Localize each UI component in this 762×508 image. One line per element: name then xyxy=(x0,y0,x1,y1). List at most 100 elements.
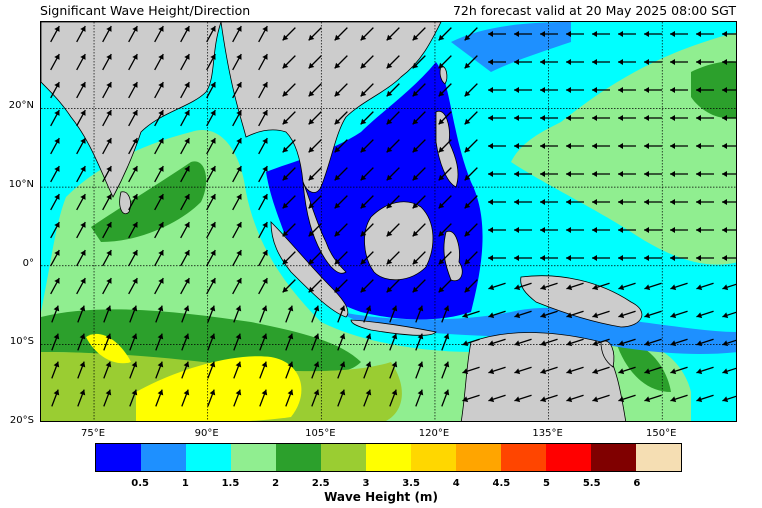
wave-direction-arrow xyxy=(181,305,190,323)
wave-direction-arrow xyxy=(618,366,636,375)
wave-zone-3-5m-a xyxy=(86,333,131,364)
wave-direction-arrow xyxy=(618,227,636,233)
wave-zone-1m-sea xyxy=(341,307,736,354)
wave-direction-arrow xyxy=(696,394,714,403)
wave-direction-arrow xyxy=(644,282,662,291)
wave-direction-arrow xyxy=(696,338,714,347)
wave-direction-arrow xyxy=(412,111,426,125)
wave-direction-arrow xyxy=(488,115,506,121)
wave-direction-arrow xyxy=(644,143,662,149)
wave-direction-arrow xyxy=(670,199,688,205)
wave-direction-arrow xyxy=(514,59,532,65)
wave-direction-arrow xyxy=(206,25,216,43)
wave-direction-arrow xyxy=(360,223,374,237)
wave-direction-arrow xyxy=(207,333,216,351)
forecast-valid-time: 72h forecast valid at 20 May 2025 08:00 … xyxy=(452,3,736,18)
wave-direction-arrow xyxy=(592,282,610,291)
wave-direction-arrow xyxy=(102,25,112,43)
wave-direction-arrow xyxy=(464,167,478,181)
wave-direction-arrow xyxy=(154,249,164,267)
wave-direction-arrow xyxy=(670,59,688,65)
wave-direction-arrow xyxy=(207,389,216,407)
wave-direction-arrow xyxy=(128,165,138,183)
wave-direction-arrow xyxy=(566,366,584,375)
wave-direction-arrow xyxy=(412,195,426,209)
wave-direction-arrow xyxy=(308,139,322,153)
wave-direction-arrow xyxy=(438,195,452,209)
wave-direction-arrow xyxy=(102,137,112,155)
wave-direction-arrow xyxy=(232,165,242,183)
wave-direction-arrow xyxy=(386,55,400,69)
wave-direction-arrow xyxy=(308,223,322,237)
wave-direction-arrow xyxy=(285,305,294,323)
wave-direction-arrow xyxy=(514,282,532,291)
wave-direction-arrow xyxy=(722,227,736,233)
wave-direction-arrow xyxy=(128,109,138,127)
wave-direction-arrow xyxy=(128,277,138,295)
wave-direction-arrow xyxy=(258,53,268,71)
longitude-label: 135°E xyxy=(532,428,563,439)
wave-direction-arrow xyxy=(412,55,426,69)
colorbar-tick-label: 6 xyxy=(633,478,641,489)
wave-direction-arrow xyxy=(540,255,558,261)
colorbar-tick-label: 4 xyxy=(452,478,460,489)
wave-direction-arrow xyxy=(592,227,610,233)
wave-direction-arrow xyxy=(308,111,322,125)
wave-direction-arrow xyxy=(102,165,112,183)
wave-direction-arrow xyxy=(696,282,714,291)
wave-direction-arrow xyxy=(514,255,532,261)
wave-direction-arrow xyxy=(592,366,610,375)
colorbar-swatch xyxy=(186,444,231,471)
wave-direction-arrow xyxy=(50,109,60,127)
wave-direction-arrow xyxy=(514,310,532,319)
wave-direction-arrow xyxy=(670,310,688,319)
wave-direction-arrow xyxy=(438,139,452,153)
wave-direction-arrow xyxy=(592,394,610,403)
wave-direction-arrow xyxy=(232,81,242,99)
wave-direction-arrow xyxy=(696,143,714,149)
wave-zone-2-5m-coral xyxy=(616,341,671,392)
wave-direction-arrow xyxy=(206,81,216,99)
cape-york xyxy=(600,340,615,368)
wave-direction-arrow xyxy=(438,27,452,41)
wave-direction-arrow xyxy=(464,279,478,293)
new-guinea xyxy=(520,275,643,328)
wave-direction-arrow xyxy=(386,139,400,153)
wave-direction-arrow xyxy=(360,139,374,153)
wave-direction-arrow xyxy=(670,115,688,121)
wave-direction-arrow xyxy=(360,167,374,181)
wave-direction-arrow xyxy=(206,137,216,155)
wave-direction-arrow xyxy=(592,31,610,37)
wave-direction-arrow xyxy=(514,171,532,177)
longitude-label: 75°E xyxy=(81,428,106,439)
wave-direction-arrow xyxy=(644,394,662,403)
wave-direction-arrow xyxy=(51,305,60,323)
wave-direction-arrow xyxy=(488,199,506,205)
wave-direction-arrow xyxy=(129,389,138,407)
wave-direction-arrow xyxy=(592,59,610,65)
wave-direction-arrow xyxy=(441,389,450,407)
wave-direction-arrow xyxy=(464,83,478,97)
wave-direction-arrow xyxy=(232,193,242,211)
wave-direction-arrow xyxy=(77,389,86,407)
wave-direction-arrow xyxy=(154,193,164,211)
wave-direction-arrow xyxy=(644,199,662,205)
wave-direction-arrow xyxy=(464,55,478,69)
philippines xyxy=(435,110,459,188)
wave-direction-arrow xyxy=(154,109,164,127)
wave-direction-arrow xyxy=(438,167,452,181)
wave-direction-arrow xyxy=(259,305,268,323)
wave-direction-arrow xyxy=(282,279,296,293)
wave-direction-arrow xyxy=(180,25,190,43)
wave-direction-arrow xyxy=(363,389,372,407)
wave-direction-arrow xyxy=(311,305,320,323)
wave-direction-arrow xyxy=(258,137,268,155)
wave-direction-arrow xyxy=(696,199,714,205)
wave-direction-arrow xyxy=(282,223,296,237)
wave-direction-arrow xyxy=(464,139,478,153)
wave-direction-arrow xyxy=(618,199,636,205)
wave-direction-arrow xyxy=(285,361,294,379)
wave-direction-arrow xyxy=(155,305,164,323)
colorbar-swatch xyxy=(141,444,186,471)
wave-direction-arrow xyxy=(696,31,714,37)
